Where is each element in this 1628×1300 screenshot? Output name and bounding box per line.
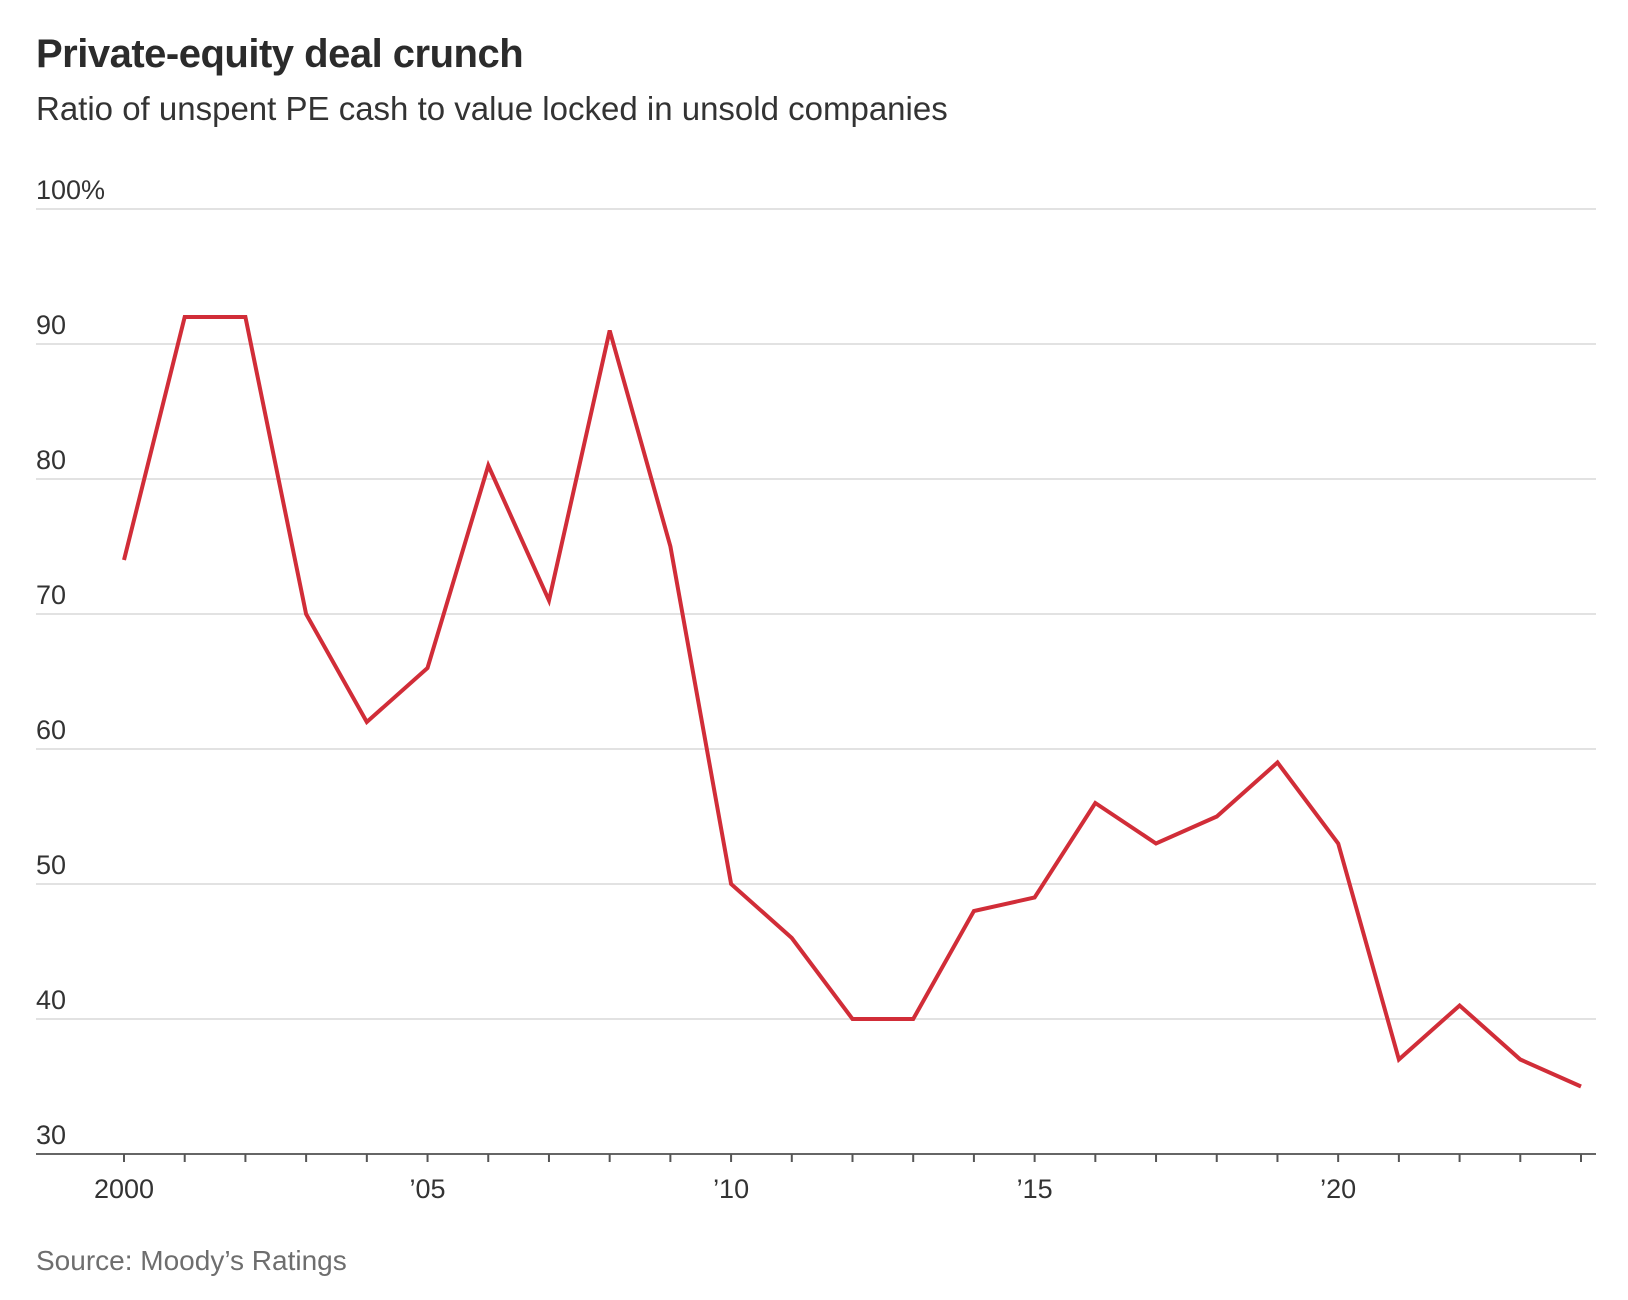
- y-tick-label: 50: [36, 850, 66, 880]
- y-tick-label: 80: [36, 445, 66, 475]
- x-axis: 2000 ’05 ’10 ’15 ’20: [36, 1153, 1596, 1204]
- y-tick-label: 60: [36, 715, 66, 745]
- series-layer: [122, 315, 1582, 1089]
- x-tick-label: ’20: [1320, 1174, 1356, 1204]
- series-line-0: [122, 315, 1582, 1089]
- x-tick-label: ’15: [1017, 1174, 1053, 1204]
- source-note: Source: Moody’s Ratings: [36, 1245, 347, 1276]
- y-tick-label: 90: [36, 310, 66, 340]
- y-tick-label: 70: [36, 580, 66, 610]
- x-tick-label: ’05: [410, 1174, 446, 1204]
- chart-title: Private-equity deal crunch: [36, 32, 524, 76]
- chart-subtitle: Ratio of unspent PE cash to value locked…: [36, 90, 948, 127]
- y-tick-label: 100%: [36, 175, 105, 205]
- y-tick-label: 30: [36, 1120, 66, 1150]
- x-tick-label: ’10: [713, 1174, 749, 1204]
- grid-lines: [36, 208, 1596, 1020]
- x-tick-label: 2000: [94, 1174, 154, 1204]
- y-tick-label: 40: [36, 985, 66, 1015]
- y-axis-labels: 30 40 50 60 70 80 90 100%: [36, 175, 105, 1150]
